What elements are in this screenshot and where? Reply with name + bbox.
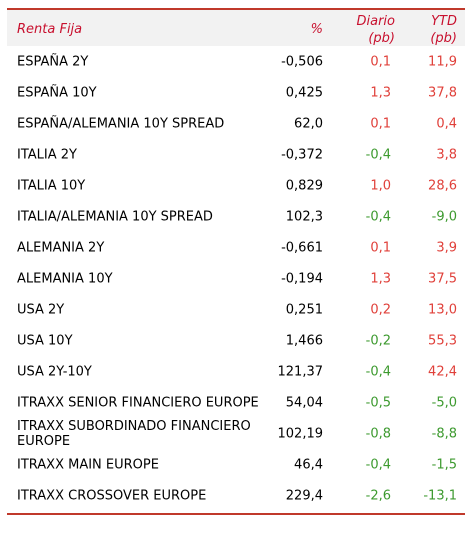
row-value: -0,372 xyxy=(281,147,323,162)
header-daily: Diario (pb) xyxy=(357,13,396,47)
row-ytd-change: 11,9 xyxy=(428,54,457,69)
row-ytd-change: -9,0 xyxy=(431,209,457,224)
row-daily-change: 1,3 xyxy=(370,85,391,100)
header-percent: % xyxy=(310,22,323,37)
row-value: 62,0 xyxy=(294,116,323,131)
row-daily-change: -0,4 xyxy=(365,209,391,224)
row-ytd-change: -1,5 xyxy=(431,457,457,472)
table-row: ITRAXX MAIN EUROPE 46,4 -0,4 -1,5 xyxy=(7,449,465,480)
row-instrument-name: USA 2Y-10Y xyxy=(17,364,92,379)
table-row: ALEMANIA 2Y -0,661 0,1 3,9 xyxy=(7,232,465,263)
row-ytd-change: 55,3 xyxy=(428,333,457,348)
row-daily-change: -0,4 xyxy=(365,147,391,162)
row-daily-change: 0,1 xyxy=(370,54,391,69)
table-row: USA 2Y-10Y 121,37 -0,4 42,4 xyxy=(7,356,465,387)
row-daily-change: -0,5 xyxy=(365,395,391,410)
table-row: USA 2Y 0,251 0,2 13,0 xyxy=(7,294,465,325)
row-ytd-change: 3,8 xyxy=(436,147,457,162)
table-row: ITALIA 10Y 0,829 1,0 28,6 xyxy=(7,170,465,201)
row-ytd-change: 3,9 xyxy=(436,240,457,255)
header-ytd-line1: YTD xyxy=(431,14,457,29)
table-row: ITRAXX CROSSOVER EUROPE 229,4 -2,6 -13,1 xyxy=(7,480,465,511)
row-instrument-name: ITRAXX SUBORDINADO FINANCIERO EUROPE xyxy=(17,418,251,449)
row-instrument-name: ITALIA/ALEMANIA 10Y SPREAD xyxy=(17,209,213,224)
row-ytd-change: 37,5 xyxy=(428,271,457,286)
row-daily-change: 1,3 xyxy=(370,271,391,286)
row-ytd-change: -8,8 xyxy=(431,426,457,441)
table-row: ITRAXX SENIOR FINANCIERO EUROPE 54,04 -0,5… xyxy=(7,387,465,418)
row-value: 0,251 xyxy=(285,302,323,317)
row-value: 0,829 xyxy=(285,178,323,193)
row-daily-change: 0,1 xyxy=(370,116,391,131)
row-instrument-name: ESPAÑA/ALEMANIA 10Y SPREAD xyxy=(17,116,225,131)
row-daily-change: 0,2 xyxy=(370,302,391,317)
fixed-income-table: Renta Fija % Diario (pb) YTD (pb) ESPAÑA… xyxy=(7,8,465,515)
table-row: ITALIA 2Y -0,372 -0,4 3,8 xyxy=(7,139,465,170)
table-row: ESPAÑA 10Y 0,425 1,3 37,8 xyxy=(7,77,465,108)
row-value: 121,37 xyxy=(277,364,324,379)
row-instrument-name: USA 2Y xyxy=(17,302,65,317)
row-value: 1,466 xyxy=(285,333,323,348)
row-instrument-name: ESPAÑA 10Y xyxy=(17,85,97,100)
top-divider xyxy=(7,8,465,10)
row-ytd-change: 42,4 xyxy=(428,364,457,379)
row-instrument-name: ITALIA 10Y xyxy=(17,178,86,193)
row-ytd-change: 13,0 xyxy=(428,302,457,317)
row-value: 102,3 xyxy=(285,209,323,224)
row-instrument-name: ESPAÑA 2Y xyxy=(17,54,89,69)
row-daily-change: -0,4 xyxy=(365,364,391,379)
table-row: USA 10Y 1,466 -0,2 55,3 xyxy=(7,325,465,356)
table-header: Renta Fija % Diario (pb) YTD (pb) xyxy=(7,10,465,46)
row-ytd-change: 37,8 xyxy=(428,85,457,100)
row-instrument-name: ALEMANIA 2Y xyxy=(17,240,105,255)
row-value: 102,19 xyxy=(277,426,324,441)
bottom-divider xyxy=(7,513,465,515)
row-instrument-name: ITRAXX SENIOR FINANCIERO EUROPE xyxy=(17,395,259,410)
row-value: -0,194 xyxy=(281,271,323,286)
row-ytd-change: 0,4 xyxy=(436,116,457,131)
table-row: ALEMANIA 10Y -0,194 1,3 37,5 xyxy=(7,263,465,294)
row-instrument-name: ITRAXX CROSSOVER EUROPE xyxy=(17,488,207,503)
row-value: 54,04 xyxy=(285,395,323,410)
row-value: -0,661 xyxy=(281,240,323,255)
row-instrument-name: ITRAXX MAIN EUROPE xyxy=(17,457,159,472)
row-value: 229,4 xyxy=(285,488,323,503)
table-row: ESPAÑA 2Y -0,506 0,1 11,9 xyxy=(7,46,465,77)
row-daily-change: 0,1 xyxy=(370,240,391,255)
row-instrument-name: ITALIA 2Y xyxy=(17,147,77,162)
header-daily-line2: (pb) xyxy=(368,31,395,46)
row-instrument-name: USA 10Y xyxy=(17,333,73,348)
row-daily-change: -0,2 xyxy=(365,333,391,348)
row-ytd-change: 28,6 xyxy=(428,178,457,193)
header-daily-line1: Diario xyxy=(356,14,396,29)
row-value: 0,425 xyxy=(285,85,323,100)
table-row: ESPAÑA/ALEMANIA 10Y SPREAD 62,0 0,1 0,4 xyxy=(7,108,465,139)
row-ytd-change: -13,1 xyxy=(423,488,457,503)
header-name: Renta Fija xyxy=(17,22,83,37)
header-ytd: YTD (pb) xyxy=(430,13,457,47)
table-row: ITRAXX SUBORDINADO FINANCIERO EUROPE 102,… xyxy=(7,418,465,449)
row-daily-change: -0,8 xyxy=(365,426,391,441)
row-daily-change: -0,4 xyxy=(365,457,391,472)
row-value: -0,506 xyxy=(281,54,323,69)
row-daily-change: 1,0 xyxy=(370,178,391,193)
row-ytd-change: -5,0 xyxy=(431,395,457,410)
table-body: ESPAÑA 2Y -0,506 0,1 11,9 ESPAÑA 10Y 0,425 1,3… xyxy=(7,46,465,511)
row-value: 46,4 xyxy=(294,457,323,472)
row-instrument-name: ALEMANIA 10Y xyxy=(17,271,113,286)
row-daily-change: -2,6 xyxy=(365,488,391,503)
table-row: ITALIA/ALEMANIA 10Y SPREAD 102,3 -0,4 -9,0 xyxy=(7,201,465,232)
header-ytd-line2: (pb) xyxy=(430,31,457,46)
